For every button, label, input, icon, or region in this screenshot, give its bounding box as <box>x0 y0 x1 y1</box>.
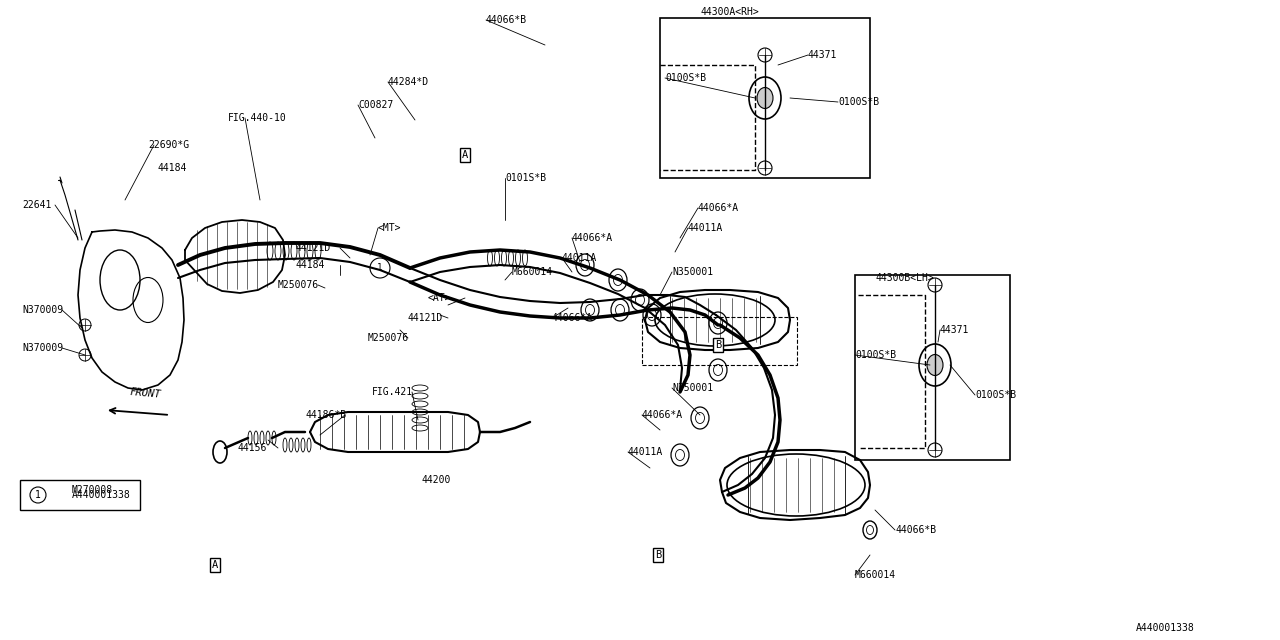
Text: A440001338: A440001338 <box>72 490 131 500</box>
Text: 0100S*B: 0100S*B <box>975 390 1016 400</box>
Text: 44121D: 44121D <box>294 243 330 253</box>
Bar <box>855 275 1010 460</box>
Text: <MT>: <MT> <box>378 223 402 233</box>
Text: M660014: M660014 <box>855 570 896 580</box>
Bar <box>643 317 797 365</box>
Bar <box>660 18 870 178</box>
Text: B: B <box>655 550 662 560</box>
Text: 44066*A: 44066*A <box>552 313 593 323</box>
Text: 44300B<LH>: 44300B<LH> <box>876 273 933 283</box>
Ellipse shape <box>756 88 773 109</box>
Text: 44066*A: 44066*A <box>643 410 684 420</box>
Text: 44200: 44200 <box>422 475 452 485</box>
Text: 0101S*B: 0101S*B <box>506 173 547 183</box>
Text: N350001: N350001 <box>672 383 713 393</box>
Text: M660014: M660014 <box>512 267 553 277</box>
Text: FIG.421: FIG.421 <box>372 387 413 397</box>
Text: <AT>: <AT> <box>428 293 452 303</box>
Text: 0100S*B: 0100S*B <box>838 97 879 107</box>
Text: N370009: N370009 <box>22 343 63 353</box>
Text: 44066*B: 44066*B <box>895 525 936 535</box>
Ellipse shape <box>927 355 943 376</box>
Text: N370009: N370009 <box>22 305 63 315</box>
Text: 44011A: 44011A <box>689 223 723 233</box>
Text: C00827: C00827 <box>358 100 393 110</box>
Text: 44184: 44184 <box>157 163 187 173</box>
Text: A: A <box>462 150 468 160</box>
Text: M250076: M250076 <box>278 280 319 290</box>
Text: A: A <box>212 560 218 570</box>
Text: A440001338: A440001338 <box>1137 623 1196 633</box>
Text: 44011A: 44011A <box>628 447 663 457</box>
Text: 44156: 44156 <box>238 443 268 453</box>
Text: 1: 1 <box>35 490 41 500</box>
Text: 44371: 44371 <box>808 50 837 60</box>
Text: 44371: 44371 <box>940 325 969 335</box>
Text: 22641: 22641 <box>22 200 51 210</box>
Text: 1: 1 <box>378 264 383 273</box>
Text: 22690*G: 22690*G <box>148 140 189 150</box>
Text: 44186*B: 44186*B <box>305 410 346 420</box>
Text: 0100S*B: 0100S*B <box>855 350 896 360</box>
Text: 44066*A: 44066*A <box>698 203 739 213</box>
Text: 44284*D: 44284*D <box>388 77 429 87</box>
Text: 44184: 44184 <box>294 260 324 270</box>
Text: 0100S*B: 0100S*B <box>666 73 707 83</box>
Text: 44066*A: 44066*A <box>572 233 613 243</box>
Text: FIG.440-10: FIG.440-10 <box>228 113 287 123</box>
Text: 44121D: 44121D <box>408 313 443 323</box>
Text: 44066*B: 44066*B <box>486 15 527 25</box>
Text: FRONT: FRONT <box>129 387 161 400</box>
Bar <box>20 480 140 510</box>
Text: 44300A<RH>: 44300A<RH> <box>700 7 759 17</box>
Text: N350001: N350001 <box>672 267 713 277</box>
Text: B: B <box>714 340 721 350</box>
Text: M270008: M270008 <box>72 485 113 495</box>
Text: M250076: M250076 <box>369 333 410 343</box>
Text: 44011A: 44011A <box>562 253 598 263</box>
